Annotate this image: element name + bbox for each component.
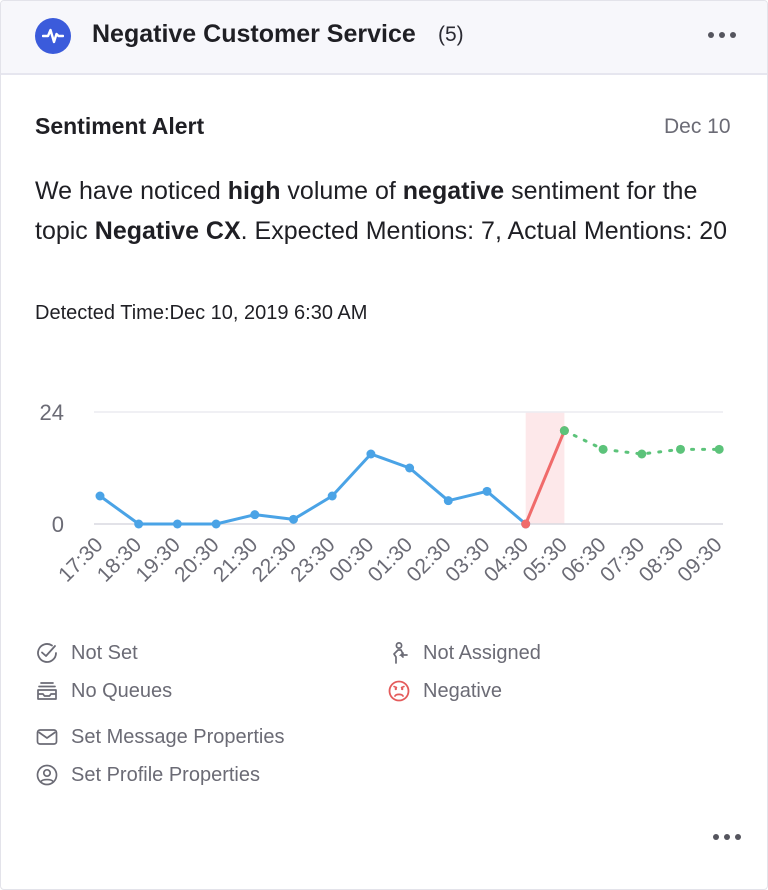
- y-tick-label: 0: [52, 512, 64, 537]
- sentiment-item[interactable]: Negative: [387, 679, 502, 703]
- check-circle-icon: [35, 641, 59, 665]
- data-point: [134, 519, 144, 529]
- frown-face-icon: [387, 679, 411, 703]
- x-tick-label: 04:30: [480, 533, 533, 586]
- data-point: [443, 496, 453, 506]
- data-point: [676, 444, 685, 454]
- message-emphasis: high: [227, 177, 281, 205]
- data-point: [250, 510, 260, 520]
- data-point: [95, 491, 105, 501]
- x-tick-label: 00:30: [325, 533, 378, 586]
- x-tick-label: 02:30: [402, 533, 455, 586]
- set-profile-properties-button[interactable]: Set Profile Properties: [35, 763, 260, 787]
- data-point: [327, 491, 337, 501]
- series-line: [524, 429, 566, 526]
- data-point: [211, 519, 221, 529]
- data-point: [521, 519, 531, 529]
- data-point: [366, 449, 376, 459]
- mentions-chart: 0 24 17:3018:3019:3020:3021:3022:3023:3000…: [40, 400, 727, 587]
- inbox-stack-icon: [35, 679, 59, 703]
- x-tick-label: 22:30: [248, 533, 301, 586]
- set-profile-properties-label: Set Profile Properties: [71, 763, 260, 786]
- message-text: . Expected Mentions: 7, Actual Mentions:…: [240, 217, 728, 245]
- x-tick-label: 17:30: [54, 533, 107, 586]
- person-arrow-icon: [387, 641, 411, 665]
- x-tick-label: 05:30: [519, 533, 572, 586]
- x-tick-label: 19:30: [132, 533, 185, 586]
- detected-time: Detected Time:Dec 10, 2019 6:30 AM: [35, 302, 368, 324]
- message-text: sentiment for the topic: [35, 177, 698, 245]
- assignee-item[interactable]: Not Assigned: [387, 641, 541, 665]
- activity-pulse-icon: [35, 18, 71, 54]
- x-tick-label: 09:30: [673, 533, 726, 586]
- x-tick-label: 01:30: [364, 533, 417, 586]
- x-tick-label: 23:30: [286, 533, 339, 586]
- x-tick-label: 07:30: [596, 533, 649, 586]
- message-text: We have noticed: [35, 177, 228, 205]
- x-tick-label: 03:30: [441, 533, 494, 586]
- status-label: Not Set: [71, 641, 138, 664]
- series-line: [562, 429, 721, 456]
- data-point: [559, 426, 569, 436]
- alert-date: Dec 10: [664, 115, 731, 138]
- status-item[interactable]: Not Set: [35, 641, 138, 665]
- series-line: [98, 452, 528, 526]
- user-circle-icon: [35, 763, 59, 787]
- queues-label: No Queues: [71, 679, 173, 702]
- data-point: [482, 486, 492, 496]
- queues-item[interactable]: No Queues: [35, 679, 172, 703]
- x-tick-label: 08:30: [635, 533, 688, 586]
- message-text: volume of: [280, 177, 403, 205]
- envelope-icon: [35, 725, 59, 749]
- sentiment-label: Negative: [423, 679, 502, 702]
- x-tick-label: 21:30: [209, 533, 262, 586]
- message-emphasis: negative: [402, 177, 505, 205]
- x-tick-label: 18:30: [93, 533, 146, 586]
- set-message-properties-button[interactable]: Set Message Properties: [35, 725, 284, 749]
- y-tick-label: 24: [40, 400, 64, 425]
- message-topic: Negative CX: [94, 217, 241, 245]
- data-point: [172, 519, 182, 529]
- header-more-icon[interactable]: [708, 32, 736, 38]
- x-tick-label: 06:30: [557, 533, 610, 586]
- data-point: [714, 444, 724, 454]
- x-tick-label: 20:30: [170, 533, 223, 586]
- card-title: Negative Customer Service: [92, 20, 416, 48]
- alert-title: Sentiment Alert: [35, 113, 205, 139]
- footer-more-icon[interactable]: [713, 834, 741, 840]
- data-point: [405, 463, 415, 473]
- alert-message: We have noticed high volume of negative …: [35, 171, 735, 251]
- set-message-properties-label: Set Message Properties: [71, 725, 285, 748]
- card-count: (5): [438, 23, 464, 46]
- data-point: [289, 514, 298, 524]
- data-point: [598, 444, 608, 454]
- assignee-label: Not Assigned: [423, 641, 541, 664]
- card-header: Negative Customer Service (5): [1, 1, 767, 75]
- data-point: [637, 449, 647, 459]
